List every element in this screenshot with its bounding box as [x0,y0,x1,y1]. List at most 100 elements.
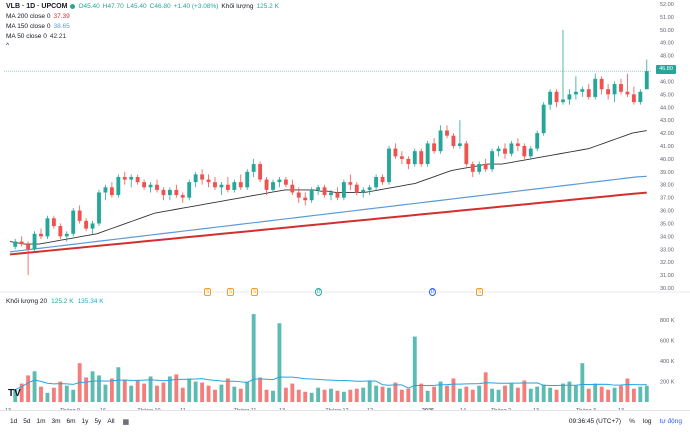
ma200-line [9,191,647,256]
collapse-legend-icon[interactable]: ^ [6,42,10,49]
event-split-marker[interactable]: S [251,288,258,296]
event-split-marker[interactable]: S [227,288,234,296]
range-all-button[interactable]: All [107,418,115,425]
volume-bar [26,375,31,402]
ma50-legend[interactable]: MA 50 close 0 42.21 [6,33,66,40]
volume-bar [367,380,372,402]
volume-value: 125.2 K [256,3,279,10]
volume-bar [142,383,147,402]
volume-bar [167,376,172,402]
price-axis-tick: 46.00 [660,79,674,85]
volume-ma-label: Khối lượng 20 [6,298,48,305]
calendar-icon[interactable]: ▦ [122,418,130,426]
volume-bar [573,385,578,402]
volume-bar [425,390,430,402]
current-price-tag: 46.80 [656,65,676,74]
price-axis-tick: 43.00 [660,118,674,124]
volume-axis-tick: 200 K [660,380,675,386]
volume-bar [483,372,488,402]
candle-body [496,148,501,152]
volume-bar [219,384,224,402]
volume-bar [271,390,275,402]
candle-body [13,241,18,247]
volume-bar [554,389,559,402]
volume-bar [503,385,507,402]
volume-bar [232,386,237,402]
volume-bar [180,387,185,402]
high-value: H47.70 [102,3,124,10]
clock-time[interactable]: 09:36:45 (UTC+7) [568,418,622,425]
price-axis-tick: 41.00 [660,144,674,150]
ma200-legend[interactable]: MA 200 close 0 37.39 [6,13,70,20]
tradingview-logo[interactable]: TV [8,388,21,399]
volume-bar [625,378,630,402]
candle-body [316,187,321,190]
volume-bar [567,381,572,402]
candle-body [19,241,24,245]
event-dividend-marker[interactable]: D [429,288,436,296]
volume-bar [599,386,604,402]
volume-bar [213,389,217,402]
volume-bar [64,385,69,402]
candle-body [200,174,205,180]
candle-body [599,78,604,90]
range-3m-button[interactable]: 3m [51,418,61,425]
candle-body [264,179,269,190]
event-dividend-marker[interactable]: D [315,288,322,296]
candle-body [438,130,443,152]
price-axis-tick: 49.00 [660,41,674,47]
candle-body [432,143,437,152]
candle-body [399,156,404,159]
volume-bar [19,383,24,402]
candle-body [64,233,69,237]
candle-body [109,187,114,196]
event-split-marker[interactable]: S [204,288,211,296]
range-5d-button[interactable]: 5d [23,418,31,425]
price-chart[interactable]: 52.0051.0050.0049.0048.0047.0046.0045.00… [0,0,690,410]
candle-body [206,179,211,183]
candle-body [470,164,475,172]
volume-bar [161,382,166,402]
volume-bar [90,371,95,402]
event-split-marker[interactable]: S [476,288,483,296]
candle-body [580,89,585,92]
log-toggle[interactable]: log [642,418,652,425]
volume-bar [535,386,540,402]
ma150-line [9,175,647,253]
volume-bar [457,388,462,402]
volume-bar [619,385,623,402]
volume-axis-tick: 600 K [660,339,675,345]
range-1m-button[interactable]: 1m [36,418,46,425]
range-1d-button[interactable]: 1d [10,418,18,425]
volume-label: Khối lượng [221,3,254,10]
range-5y-button[interactable]: 5y [94,418,102,425]
market-status-dot [70,4,76,9]
auto-scale-toggle[interactable]: tự động [659,418,682,425]
volume-ma-line [15,376,647,391]
symbol-title[interactable]: VLB · 1D · UPCOM [6,3,68,10]
volume-bar [109,378,114,402]
candle-body [586,89,591,97]
candle-body [135,176,140,183]
candle-body [387,148,391,183]
candle-body [155,184,159,190]
volume-value-2: 135.34 K [77,298,104,305]
candle-body [528,148,533,157]
price-axis-tick: 32.00 [660,260,674,266]
volume-bar [335,390,340,402]
ma150-legend[interactable]: MA 150 close 0 38.65 [6,23,70,30]
price-axis-tick: 34.00 [660,234,674,240]
candle-body [161,189,166,196]
volume-legend[interactable]: Khối lượng 20 125.2 K 135.34 K [6,298,104,305]
bottom-toolbar: 1d 5d 1m 3m 6m 1y 5y All ▦ 09:36:45 (UTC… [0,410,690,432]
candle-body [335,192,340,198]
range-6m-button[interactable]: 6m [66,418,76,425]
range-1y-button[interactable]: 1y [81,418,89,425]
volume-bar [638,386,643,402]
candle-body [573,91,578,95]
volume-bar [561,383,565,402]
volume-bar [283,387,288,402]
percent-toggle[interactable]: % [629,418,635,425]
candle-body [464,143,469,165]
